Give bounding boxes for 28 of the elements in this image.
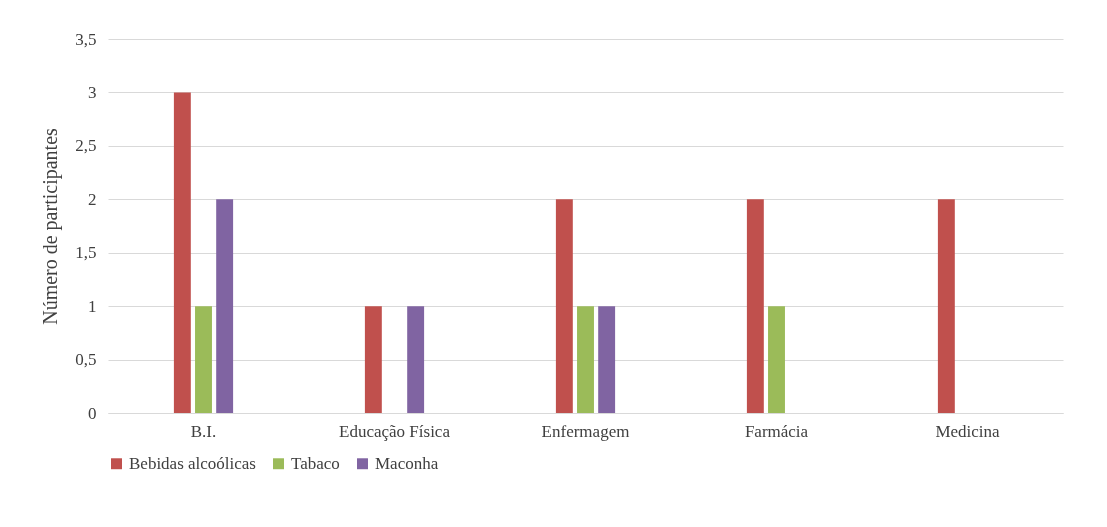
x-tick-label: Educação Física xyxy=(339,421,451,441)
y-axis-title: Número de participantes xyxy=(39,127,63,325)
legend-label: Tabaco xyxy=(291,453,340,473)
legend-label: Maconha xyxy=(375,453,439,473)
bar xyxy=(216,199,234,413)
y-tick-label: 1,5 xyxy=(75,243,97,263)
bar xyxy=(768,306,785,413)
y-tick-label: 1 xyxy=(88,296,97,316)
bar xyxy=(746,199,764,413)
bar xyxy=(407,306,425,413)
bar xyxy=(195,306,212,413)
x-tick-label: B.I. xyxy=(190,421,217,441)
x-tick-label: Medicina xyxy=(935,421,1001,441)
bar xyxy=(598,306,616,413)
bar xyxy=(577,306,594,413)
y-tick-label: 2 xyxy=(88,189,97,209)
bar xyxy=(937,199,955,413)
y-tick-label: 0,5 xyxy=(75,350,97,370)
y-tick-label: 3 xyxy=(88,82,97,102)
y-tick-label: 3,5 xyxy=(75,29,97,49)
y-tick-label: 0 xyxy=(88,403,97,423)
y-tick-label: 2,5 xyxy=(75,136,97,156)
legend-label: Bebidas alcoólicas xyxy=(129,453,256,473)
bar xyxy=(555,199,573,413)
x-tick-label: Farmácia xyxy=(744,421,809,441)
x-tick-label: Enfermagem xyxy=(541,421,630,441)
bar xyxy=(364,306,382,413)
bar xyxy=(173,92,191,413)
